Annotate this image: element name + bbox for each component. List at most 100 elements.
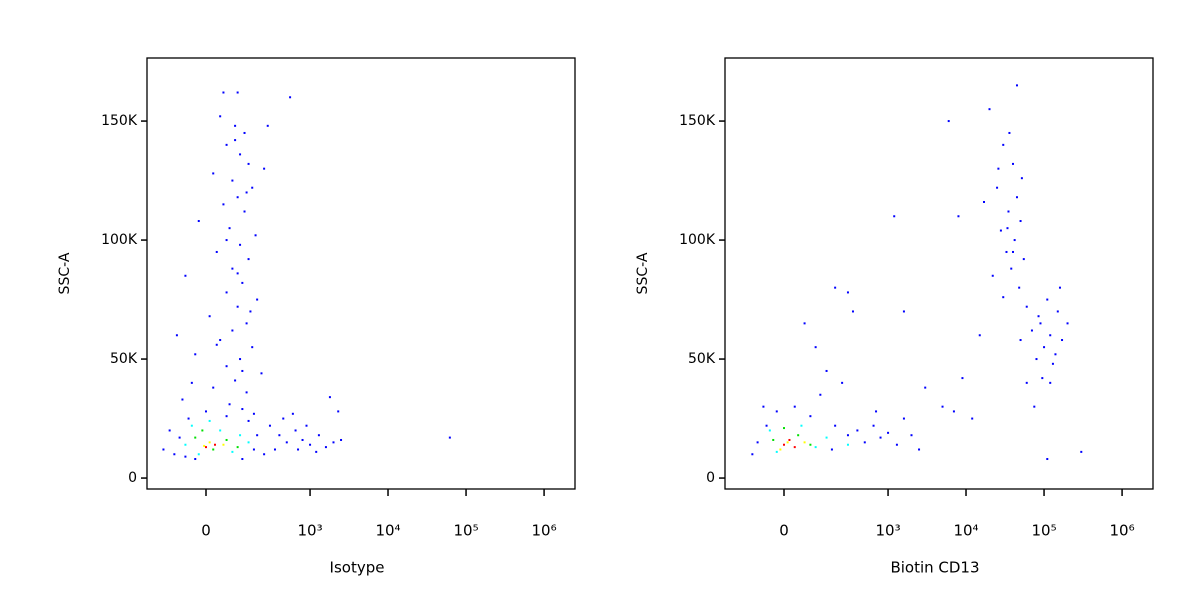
x-tick-label: 0 xyxy=(201,522,211,540)
event-dot xyxy=(268,424,271,427)
event-dot xyxy=(782,443,785,446)
event-dot xyxy=(225,291,228,294)
event-dot xyxy=(263,453,266,456)
event-dot xyxy=(251,186,254,189)
event-dot xyxy=(219,115,222,118)
x-tick-label: 10⁴ xyxy=(375,522,400,540)
event-dot xyxy=(285,441,288,444)
event-dot xyxy=(247,162,250,165)
event-dot xyxy=(204,446,207,449)
event-dot xyxy=(222,91,225,94)
event-dot xyxy=(245,322,248,325)
event-dot xyxy=(1011,250,1014,253)
event-dot xyxy=(809,443,812,446)
event-dot xyxy=(208,419,211,422)
event-dot xyxy=(241,369,244,372)
event-dot xyxy=(241,408,244,411)
event-dot xyxy=(184,274,187,277)
event-dot xyxy=(1066,322,1069,325)
event-dot xyxy=(204,410,207,413)
event-dot xyxy=(1008,131,1011,134)
event-dot xyxy=(941,405,944,408)
event-dot xyxy=(782,427,785,430)
event-dot xyxy=(910,434,913,437)
event-dot xyxy=(1049,334,1052,337)
event-dot xyxy=(187,417,190,420)
event-dot xyxy=(194,353,197,356)
event-dot xyxy=(234,379,237,382)
event-dot xyxy=(1054,353,1057,356)
event-dot xyxy=(1011,162,1014,165)
y-tick-label: 100K xyxy=(679,232,716,248)
event-dot xyxy=(212,172,215,175)
event-dot xyxy=(241,458,244,461)
event-dot xyxy=(282,417,285,420)
y-tick-label: 50K xyxy=(688,351,716,367)
event-dot xyxy=(1035,358,1038,361)
event-dot xyxy=(273,448,276,451)
event-dot xyxy=(788,438,791,441)
event-dot xyxy=(208,315,211,318)
event-dot xyxy=(846,291,849,294)
event-dot xyxy=(779,448,782,451)
event-dot xyxy=(301,438,304,441)
event-dot xyxy=(872,424,875,427)
event-dot xyxy=(762,405,765,408)
event-dot xyxy=(924,386,927,389)
event-dot xyxy=(245,191,248,194)
x-tick-label: 10⁵ xyxy=(1031,522,1056,540)
event-dot xyxy=(222,203,225,206)
event-dot xyxy=(251,346,254,349)
event-dot xyxy=(305,424,308,427)
event-dot xyxy=(225,438,228,441)
event-dot xyxy=(1080,450,1083,453)
event-dot xyxy=(178,436,181,439)
event-dot xyxy=(197,220,200,223)
event-dot xyxy=(982,200,985,203)
event-dot xyxy=(332,441,335,444)
event-dot xyxy=(184,455,187,458)
event-dot xyxy=(219,339,222,342)
event-dot xyxy=(1019,220,1022,223)
event-dot xyxy=(236,446,239,449)
event-dot xyxy=(800,424,803,427)
event-dot xyxy=(201,429,204,432)
event-dot xyxy=(768,429,771,432)
event-dot xyxy=(203,444,206,447)
event-dot xyxy=(175,334,178,337)
event-dot xyxy=(297,448,300,451)
event-dot xyxy=(236,196,239,199)
event-dot xyxy=(252,448,255,451)
x-tick-label: 10³ xyxy=(297,522,322,540)
event-dot xyxy=(825,369,828,372)
event-dot xyxy=(902,417,905,420)
event-dot xyxy=(239,153,242,156)
event-dot xyxy=(999,229,1002,232)
event-dot xyxy=(1039,322,1042,325)
event-dot xyxy=(772,438,775,441)
event-dot xyxy=(448,436,451,439)
event-dot xyxy=(851,310,854,313)
event-dot xyxy=(317,434,320,437)
event-dot xyxy=(879,436,882,439)
x-tick-label: 10⁴ xyxy=(953,522,978,540)
event-dot xyxy=(252,412,255,415)
y-tick-label: 50K xyxy=(110,351,138,367)
event-dot xyxy=(215,250,218,253)
event-dot xyxy=(228,227,231,230)
event-dot xyxy=(256,434,259,437)
x-tick-label: 10⁶ xyxy=(532,522,557,540)
event-dot xyxy=(231,329,234,332)
event-dot xyxy=(236,91,239,94)
x-axis-label: Isotype xyxy=(330,559,385,577)
event-dot xyxy=(1056,310,1059,313)
event-dot xyxy=(324,446,327,449)
event-dot xyxy=(194,458,197,461)
event-dot xyxy=(247,258,250,261)
event-dot xyxy=(231,267,234,270)
event-dot xyxy=(803,441,806,444)
y-tick-label: 150K xyxy=(679,113,716,129)
event-dot xyxy=(181,398,184,401)
event-dot xyxy=(260,372,263,375)
event-dot xyxy=(1058,286,1061,289)
